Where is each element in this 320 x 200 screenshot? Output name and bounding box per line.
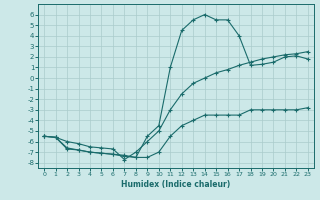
X-axis label: Humidex (Indice chaleur): Humidex (Indice chaleur) [121, 180, 231, 189]
